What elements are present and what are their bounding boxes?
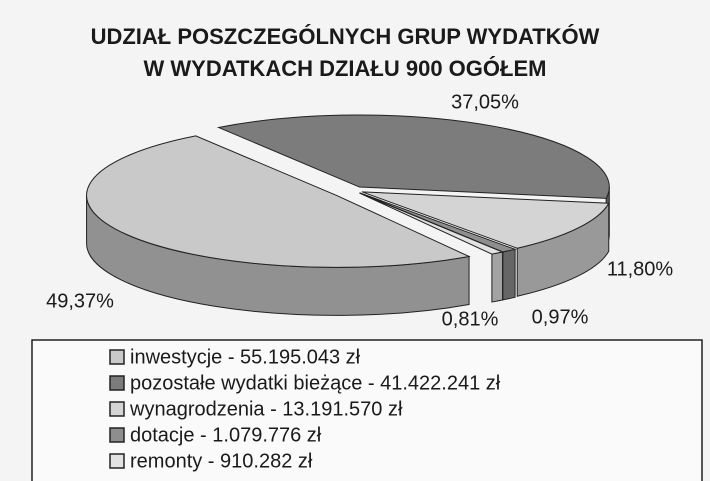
legend-swatch: [109, 453, 125, 469]
slice: [361, 191, 610, 249]
data-label: 0,81%: [442, 308, 499, 330]
legend-label: remonty - 910.282 zł: [130, 450, 313, 472]
data-label: 0,97%: [532, 306, 589, 328]
legend-label: inwestycje - 55.195.043 zł: [130, 346, 361, 368]
legend-box: [31, 339, 703, 481]
slice: [359, 192, 505, 255]
legend-label: dotacje - 1.079.776 zł: [130, 424, 322, 446]
legend-swatch: [109, 401, 125, 417]
legend-swatch: [109, 375, 125, 391]
data-label: 37,05%: [451, 91, 519, 113]
slice: [86, 135, 471, 268]
chart-title: W WYDATKACH DZIAŁU 900 OGÓŁEM: [144, 56, 547, 81]
legend-label: pozostałe wydatki bieżące - 41.422.241 z…: [130, 372, 501, 394]
data-label: 11,80%: [607, 258, 674, 280]
legend-label: wynagrodzenia - 13.191.570 zł: [129, 398, 403, 420]
chart-title: UDZIAŁ POSZCZEGÓLNYCH GRUP WYDATKÓW: [91, 24, 600, 49]
legend-swatch: [109, 349, 125, 365]
data-label: 49,37%: [46, 290, 114, 312]
slice-side: [502, 248, 516, 301]
legend-swatch: [109, 427, 125, 443]
slice-side: [491, 251, 504, 303]
slice: [216, 114, 610, 199]
